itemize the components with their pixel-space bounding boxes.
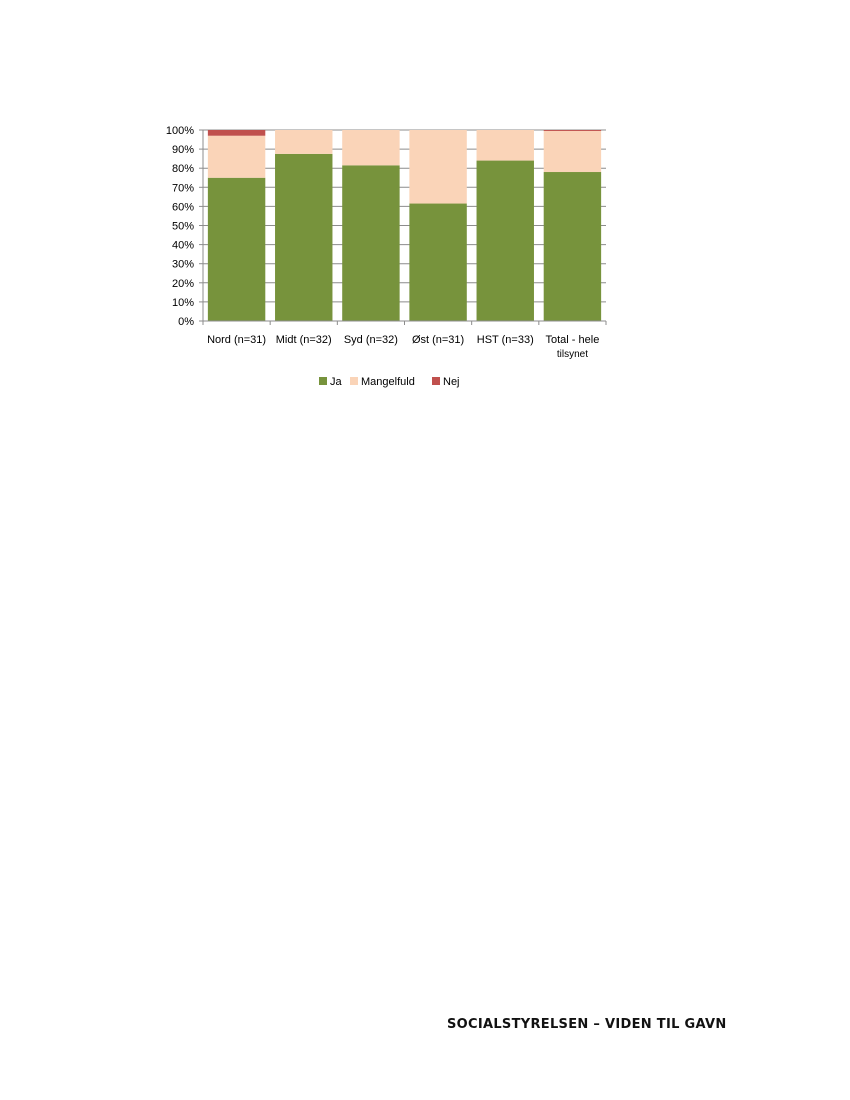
axes: 0% 10% 20% 30% 40% 50% 60% 70% 80% 90% 100% Nord (n… (166, 125, 607, 360)
y-tick-label: 70% (172, 182, 194, 194)
bar-nej-5 (543, 130, 602, 131)
legend-swatch-mangelfuld (350, 377, 358, 385)
bar-mangelfuld-2 (342, 130, 400, 166)
legend-label-ja: Ja (330, 376, 343, 388)
bar-mangelfuld-0 (207, 135, 266, 178)
bar-ja-0 (207, 177, 266, 321)
bar-mangelfuld-4 (476, 130, 534, 161)
stacked-bar-chart: 0% 10% 20% 30% 40% 50% 60% 70% 80% 90% 100% Nord (n… (166, 125, 607, 388)
x-tick-label: Nord (n=31) (207, 334, 266, 346)
y-tick-label: 80% (172, 163, 194, 175)
x-tick-label: Øst (n=31) (412, 334, 464, 346)
x-tick-label: tilsynet (557, 349, 588, 360)
y-tick-label: 60% (172, 201, 194, 213)
x-tick-label: Syd (n=32) (344, 334, 398, 346)
bar-ja-5 (543, 172, 602, 321)
bar-ja-2 (342, 165, 400, 321)
bars (207, 130, 602, 321)
bar-ja-1 (275, 153, 333, 321)
legend-swatch-nej (432, 377, 440, 385)
legend: Ja Mangelfuld Nej (319, 376, 460, 388)
y-tick-label: 50% (172, 221, 194, 233)
bar-mangelfuld-3 (409, 130, 467, 204)
legend-label-nej: Nej (443, 376, 460, 388)
x-tick-label: Total - hele (546, 334, 600, 346)
y-tick-label: 0% (178, 316, 194, 328)
x-tick-label: HST (n=33) (477, 334, 534, 346)
bar-ja-3 (409, 203, 467, 321)
bar-ja-4 (476, 160, 534, 321)
bar-nej-0 (207, 130, 266, 136)
legend-swatch-ja (319, 377, 327, 385)
y-tick-label: 40% (172, 240, 194, 252)
y-tick-label: 100% (166, 125, 194, 137)
gridlines (203, 129, 606, 303)
y-tick-label: 90% (172, 144, 194, 156)
bar-mangelfuld-5 (543, 130, 602, 173)
bar-mangelfuld-1 (275, 130, 333, 154)
y-tick-label: 10% (172, 297, 194, 309)
legend-label-mangelfuld: Mangelfuld (361, 376, 415, 388)
y-tick-label: 30% (172, 259, 194, 271)
x-tick-label: Midt (n=32) (276, 334, 332, 346)
footer-slogan: SOCIALSTYRELSEN – VIDEN TIL GAVN (447, 1017, 727, 1032)
y-tick-label: 20% (172, 278, 194, 290)
